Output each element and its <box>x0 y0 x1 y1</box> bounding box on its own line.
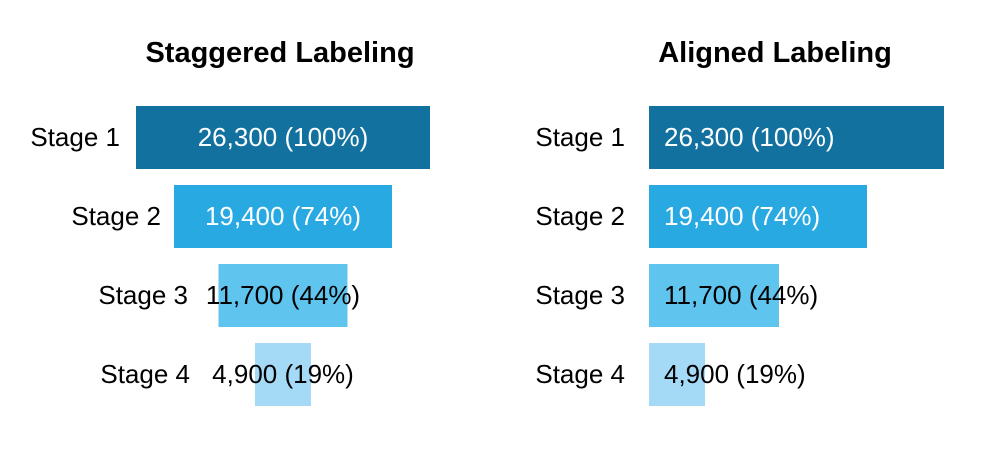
bar-value-label: 26,300 (100%) <box>664 122 835 152</box>
stage-label: Stage 1 <box>30 122 120 152</box>
bar-value-label: 4,900 (19%) <box>212 359 354 389</box>
chart-title-staggered: Staggered Labeling <box>145 37 415 69</box>
funnel-bar: 11,700 (44%) <box>649 264 818 327</box>
bar-value-label: 19,400 (74%) <box>664 201 821 231</box>
funnel-bar: 26,300 (100%) <box>649 106 944 169</box>
bar-value-label: 4,900 (19%) <box>664 359 806 389</box>
funnel-bar: 19,400 (74%) <box>649 185 867 248</box>
funnel-bar: 11,700 (44%) <box>206 264 360 327</box>
stage-label: Stage 2 <box>71 201 161 231</box>
stage-label: Stage 1 <box>535 122 625 152</box>
stage-label: Stage 3 <box>98 280 188 310</box>
funnel-bar: 4,900 (19%) <box>649 343 806 406</box>
funnel-bar: 26,300 (100%) <box>136 106 430 169</box>
stage-label: Stage 3 <box>535 280 625 310</box>
bar-value-label: 11,700 (44%) <box>664 280 819 310</box>
funnel-bar: 4,900 (19%) <box>212 343 354 406</box>
stage-label: Stage 4 <box>535 359 625 389</box>
bar-value-label: 11,700 (44%) <box>205 280 361 310</box>
bar-value-label: 26,300 (100%) <box>197 122 369 152</box>
chart-title-aligned: Aligned Labeling <box>658 37 892 69</box>
stage-label: Stage 4 <box>100 359 190 389</box>
bar-value-label: 19,400 (74%) <box>204 201 362 231</box>
stage-label: Stage 2 <box>535 201 625 231</box>
funnel-bar: 19,400 (74%) <box>174 185 392 248</box>
